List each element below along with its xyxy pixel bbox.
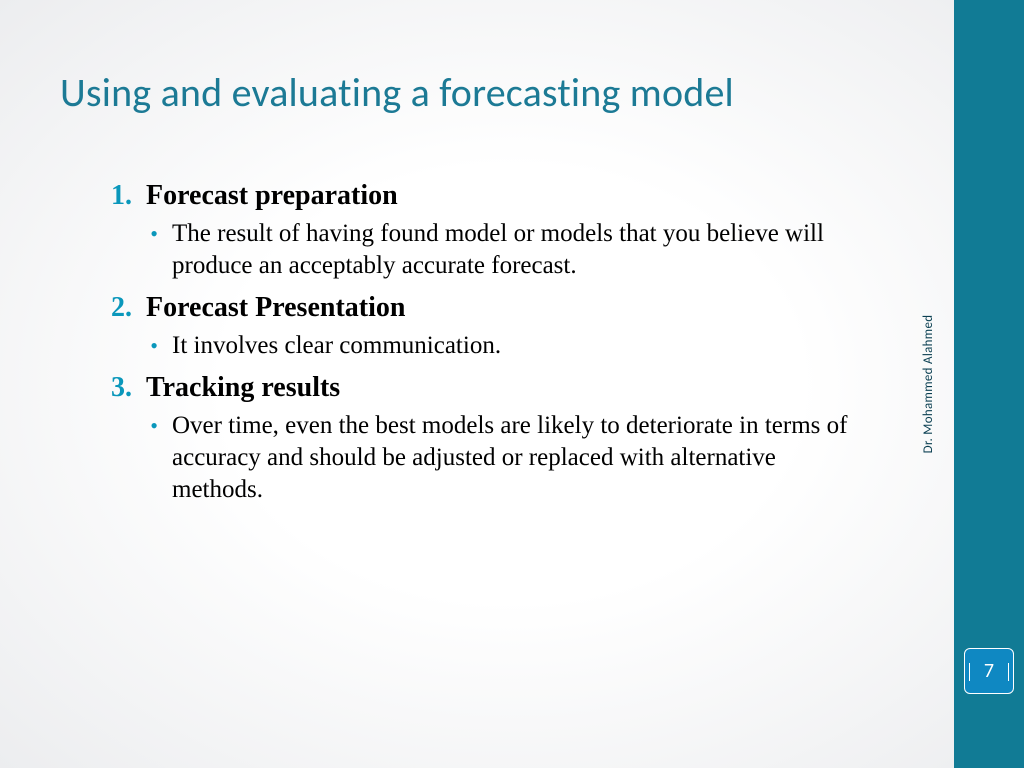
slide: Using and evaluating a forecasting model… <box>0 0 1024 768</box>
item-label: Forecast preparation <box>146 180 398 212</box>
bullet-item: • Over time, even the best models are li… <box>100 410 860 506</box>
bullet-icon: • <box>100 330 172 362</box>
bullet-item: • The result of having found model or mo… <box>100 218 860 282</box>
numbered-heading: 1. Forecast preparation <box>100 180 860 212</box>
item-number: 1. <box>100 180 146 212</box>
slide-title: Using and evaluating a forecasting model <box>60 68 734 117</box>
bullet-item: • It involves clear communication. <box>100 330 860 362</box>
list-item: 2. Forecast Presentation • It involves c… <box>100 292 860 362</box>
list-item: 1. Forecast preparation • The result of … <box>100 180 860 282</box>
item-label: Forecast Presentation <box>146 292 405 324</box>
author-label: Dr. Mohammed Alahmed <box>921 315 936 454</box>
page-number: 7 <box>984 659 994 683</box>
item-number: 2. <box>100 292 146 324</box>
bullet-icon: • <box>100 410 172 442</box>
page-number-badge: 7 <box>964 648 1014 694</box>
bullet-text: It involves clear communication. <box>172 330 501 362</box>
item-label: Tracking results <box>146 372 340 404</box>
bullet-text: Over time, even the best models are like… <box>172 410 860 506</box>
numbered-heading: 3. Tracking results <box>100 372 860 404</box>
numbered-heading: 2. Forecast Presentation <box>100 292 860 324</box>
slide-content: 1. Forecast preparation • The result of … <box>100 180 860 516</box>
list-item: 3. Tracking results • Over time, even th… <box>100 372 860 506</box>
bullet-text: The result of having found model or mode… <box>172 218 860 282</box>
item-number: 3. <box>100 372 146 404</box>
bullet-icon: • <box>100 218 172 250</box>
